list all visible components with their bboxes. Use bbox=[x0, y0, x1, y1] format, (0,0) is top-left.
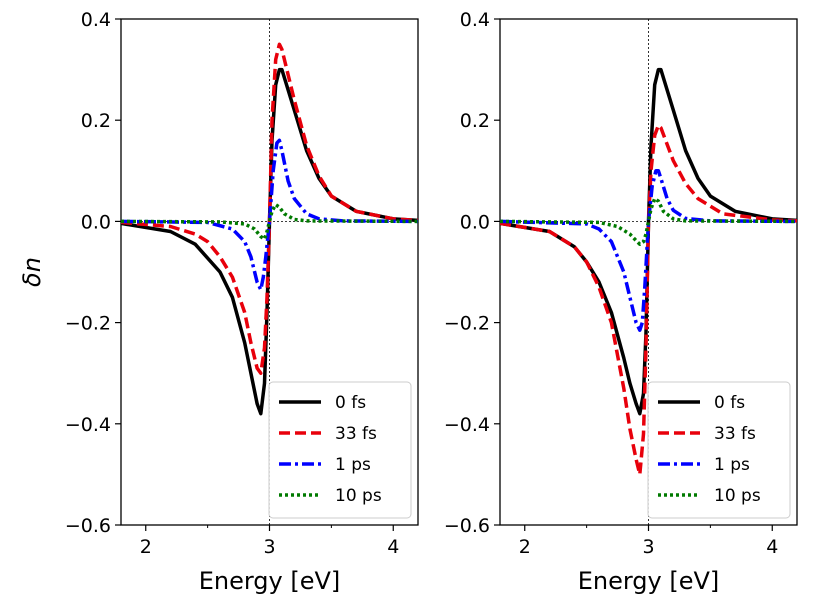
y-tick-label: 0.2 bbox=[460, 110, 490, 132]
y-tick-label: −0.4 bbox=[444, 414, 490, 436]
legend-label: 10 ps bbox=[335, 486, 382, 506]
series-line-10-ps bbox=[500, 196, 797, 246]
y-tick-label: 0.2 bbox=[81, 110, 111, 132]
y-tick-label: 0.4 bbox=[81, 9, 111, 31]
x-axis-title: Energy [eV] bbox=[578, 567, 720, 595]
x-tick-label: 4 bbox=[766, 536, 778, 558]
series-line-1-ps bbox=[121, 138, 418, 292]
y-tick-label: 0.0 bbox=[81, 211, 111, 233]
y-tick-label: −0.2 bbox=[65, 313, 111, 335]
x-tick-label: 3 bbox=[263, 536, 275, 558]
legend: 0 fs 33 fs 1 ps 10 ps bbox=[647, 381, 791, 519]
legend-label: 0 fs bbox=[714, 393, 745, 413]
x-tick-label: 2 bbox=[140, 536, 152, 558]
series-line-33-fs bbox=[121, 42, 418, 375]
legend-label: 0 fs bbox=[335, 393, 366, 413]
legend-label: 33 fs bbox=[714, 424, 756, 444]
legend-label: 1 ps bbox=[335, 455, 371, 475]
series-line-1-ps bbox=[500, 169, 797, 332]
y-axis-title: δn bbox=[18, 257, 46, 287]
right-panel: 2 3 4 −0.6 −0.4 −0.2 0.0 0.2 0.4 Energy [eV] 0 f… bbox=[444, 9, 798, 595]
y-tick-label: −0.6 bbox=[65, 515, 111, 537]
series-line-0-fs bbox=[121, 67, 418, 416]
x-tick-label: 2 bbox=[519, 536, 531, 558]
y-tick-label: 0.4 bbox=[460, 9, 490, 31]
legend-frame bbox=[268, 381, 412, 519]
y-tick-label: −0.6 bbox=[444, 515, 490, 537]
x-tick-label: 4 bbox=[387, 536, 399, 558]
tick-group: 2 3 4 −0.6 −0.4 −0.2 0.0 0.2 0.4 bbox=[444, 9, 778, 558]
y-tick-label: −0.4 bbox=[65, 414, 111, 436]
tick-group: 2 3 4 −0.6 −0.4 −0.2 0.0 0.2 0.4 bbox=[65, 9, 399, 558]
left-panel: 2 3 4−0.6−0.4−0.20.00.20.4 Energy [eV] δn … bbox=[18, 9, 419, 595]
x-axis-title: Energy [eV] bbox=[199, 567, 341, 595]
legend-label: 1 ps bbox=[714, 455, 750, 475]
series-group bbox=[121, 19, 418, 525]
legend-label: 33 fs bbox=[335, 424, 377, 444]
y-tick-label: −0.2 bbox=[444, 313, 490, 335]
y-tick-label: 0.0 bbox=[460, 211, 490, 233]
legend: 0 fs 33 fs 1 ps 10 ps bbox=[268, 381, 412, 519]
legend-frame bbox=[647, 381, 791, 519]
legend-label: 10 ps bbox=[714, 486, 761, 506]
series-line-10-ps bbox=[121, 202, 418, 241]
series-line-33-fs bbox=[500, 123, 797, 477]
x-tick-label: 3 bbox=[642, 536, 654, 558]
